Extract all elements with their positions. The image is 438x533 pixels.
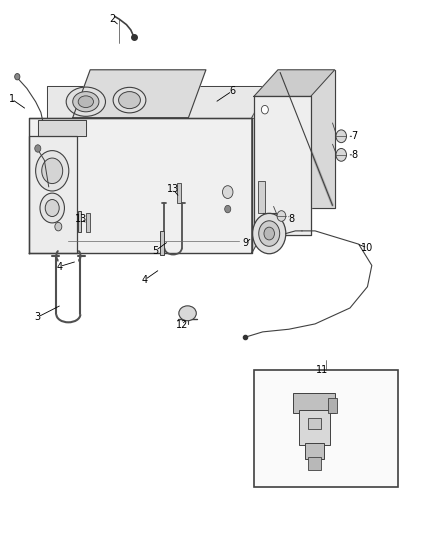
Text: 6: 6 [229, 86, 235, 96]
Circle shape [35, 145, 41, 152]
Polygon shape [254, 96, 311, 235]
Text: 7: 7 [351, 131, 357, 141]
Circle shape [35, 151, 69, 191]
Text: 11: 11 [315, 365, 328, 375]
Bar [299, 410, 330, 445]
Circle shape [277, 211, 286, 221]
Bar [160, 231, 164, 255]
Text: 4: 4 [142, 275, 148, 285]
Circle shape [261, 217, 268, 225]
Circle shape [225, 205, 231, 213]
Ellipse shape [73, 92, 99, 112]
Bar [78, 211, 81, 232]
Circle shape [223, 185, 233, 198]
Circle shape [253, 213, 286, 254]
Circle shape [261, 106, 268, 114]
Polygon shape [29, 118, 252, 253]
Text: 2: 2 [109, 14, 115, 25]
Text: 4: 4 [57, 262, 63, 271]
Bar [86, 213, 90, 232]
Bar [305, 443, 324, 459]
Circle shape [14, 74, 20, 80]
Bar [308, 418, 321, 429]
Ellipse shape [78, 96, 93, 108]
Circle shape [55, 222, 62, 231]
Text: 9: 9 [242, 238, 248, 247]
Bar [177, 182, 180, 203]
Ellipse shape [179, 306, 196, 321]
Circle shape [336, 149, 346, 161]
Text: 5: 5 [152, 246, 159, 255]
Bar [328, 398, 337, 413]
Polygon shape [29, 136, 77, 253]
Circle shape [45, 199, 59, 216]
Bar [254, 370, 398, 487]
Circle shape [40, 193, 64, 223]
Polygon shape [46, 86, 269, 118]
Bar [258, 181, 265, 213]
Polygon shape [73, 70, 206, 118]
Text: 10: 10 [361, 243, 374, 253]
Ellipse shape [66, 87, 106, 116]
Polygon shape [254, 70, 335, 96]
Polygon shape [278, 70, 335, 208]
Text: 8: 8 [351, 150, 357, 160]
Circle shape [42, 158, 63, 183]
Ellipse shape [119, 92, 141, 109]
Text: 1: 1 [9, 94, 14, 104]
Circle shape [264, 227, 275, 240]
Bar [293, 393, 336, 413]
Circle shape [336, 130, 346, 143]
Text: 3: 3 [35, 312, 41, 322]
Text: 8: 8 [288, 214, 294, 224]
Text: 12: 12 [176, 320, 188, 330]
Polygon shape [252, 86, 269, 253]
Text: 13: 13 [75, 214, 88, 224]
Bar [308, 457, 321, 470]
Polygon shape [38, 120, 86, 136]
Circle shape [259, 221, 280, 246]
Ellipse shape [113, 87, 146, 113]
Text: 13: 13 [167, 184, 179, 195]
